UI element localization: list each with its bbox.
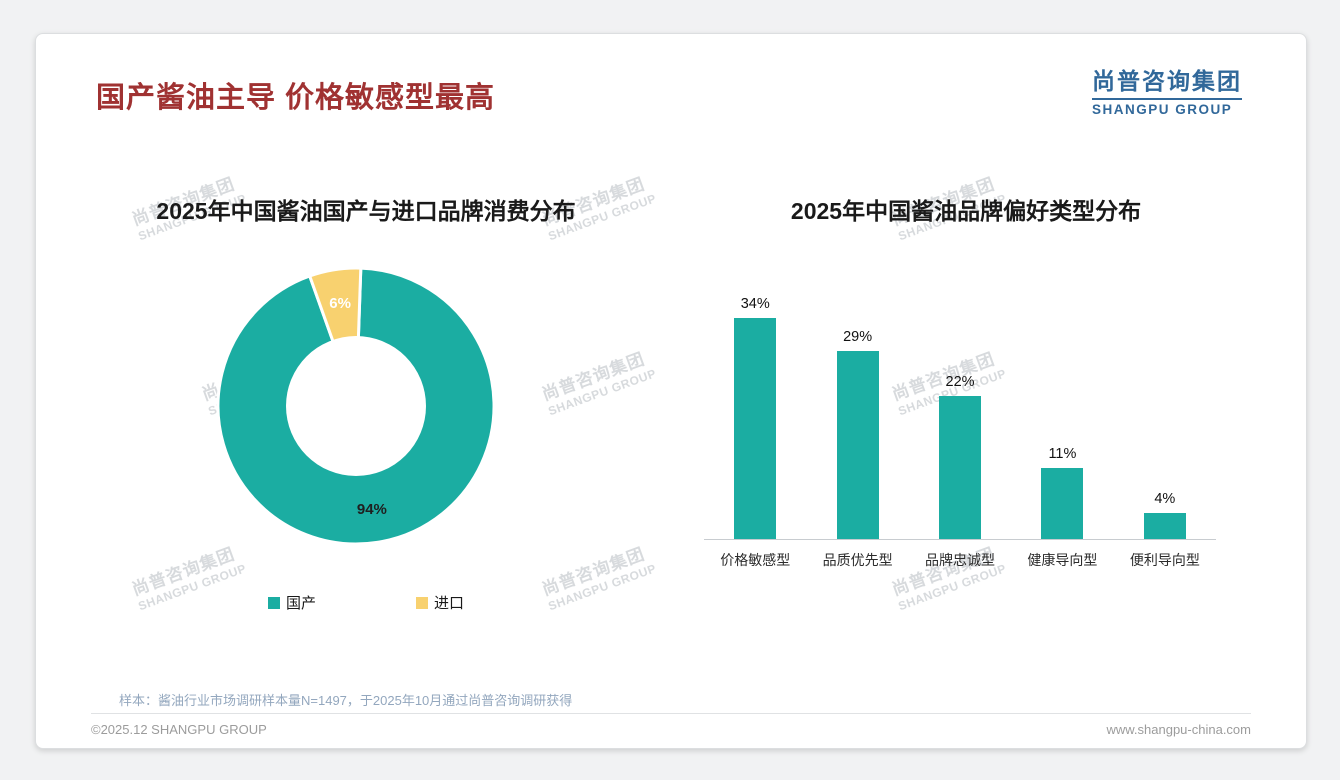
bar-plot-cell: 29% [806, 279, 909, 540]
bar-column-健康导向型: 11% 健康导向型 [1011, 279, 1114, 570]
donut-hole [286, 336, 426, 476]
legend-label: 国产 [285, 595, 316, 612]
logo: 尚普咨询集团 SHANGPU GROUP [1092, 62, 1242, 117]
bar-column-便利导向型: 4% 便利导向型 [1113, 279, 1217, 570]
bar-plot-cell: 22% [908, 279, 1012, 540]
bar-chart-title: 2025年中国酱油品牌偏好类型分布 [790, 198, 1142, 224]
bar-rect [836, 350, 879, 539]
bar-value-label: 22% [945, 374, 975, 390]
bar-value-label: 4% [1154, 491, 1176, 507]
bar-column-品牌忠诚型: 22% 品牌忠诚型 [908, 279, 1012, 570]
legend-label: 进口 [434, 595, 465, 612]
bar-column-价格敏感型: 34% 价格敏感型 [704, 279, 807, 570]
footer: ©2025.12 SHANGPU GROUP www.shangpu-china… [91, 722, 1251, 737]
bar-category-label: 价格敏感型 [720, 552, 791, 568]
pie-data-label: 6% [329, 295, 351, 312]
donut-chart: 94% 6% [216, 266, 496, 546]
footer-url: www.shangpu-china.com [1106, 722, 1251, 737]
bar-plot-cell: 34% [704, 279, 807, 540]
footer-copyright: ©2025.12 SHANGPU GROUP [91, 722, 267, 737]
logo-en-text: SHANGPU GROUP [1092, 98, 1242, 117]
slide-card: 尚普咨询集团 SHANGPU GROUP 尚普咨询集团 SHANGPU GROUP 尚普… [35, 33, 1307, 749]
donut-chart-title: 2025年中国酱油国产与进口品牌消费分布 [156, 198, 576, 224]
legend-item-国产: 国产 [267, 592, 316, 613]
pie-data-label: 94% [357, 501, 387, 518]
bar-category-label: 品质优先型 [822, 552, 893, 568]
bar-rect [734, 318, 777, 539]
bar-rect [939, 396, 982, 539]
legend-swatch [416, 596, 428, 609]
page-title: 国产酱油主导 价格敏感型最高 [96, 82, 496, 114]
bar-value-label: 11% [1048, 445, 1077, 462]
bar-rect [1143, 513, 1186, 539]
sample-note: 样本：酱油行业市场调研样本量N=1497，于2025年10月通过尚普咨询调研获得 [119, 693, 573, 708]
bar-plot-cell: 4% [1113, 279, 1217, 540]
footer-divider [91, 713, 1251, 714]
bar-column-品质优先型: 29% 品质优先型 [806, 279, 909, 570]
bar-category-label: 便利导向型 [1129, 552, 1200, 568]
donut-legend: 国产 进口 [86, 592, 646, 613]
bar-chart: 34% 价格敏感型 29% 品质优先型 22% 品牌忠诚型 11% 健康导向型 4% 便利导向型 [704, 279, 1217, 570]
legend-swatch [267, 596, 280, 609]
bar-category-label: 健康导向型 [1027, 552, 1098, 568]
logo-cn-text: 尚普咨询集团 [1092, 68, 1242, 94]
bar-value-label: 34% [740, 296, 770, 312]
bar-category-label: 品牌忠诚型 [925, 552, 996, 568]
bar-rect [1041, 467, 1084, 539]
bar-plot-cell: 11% [1011, 279, 1114, 540]
legend-item-进口: 进口 [416, 592, 464, 613]
bar-value-label: 29% [843, 328, 873, 345]
